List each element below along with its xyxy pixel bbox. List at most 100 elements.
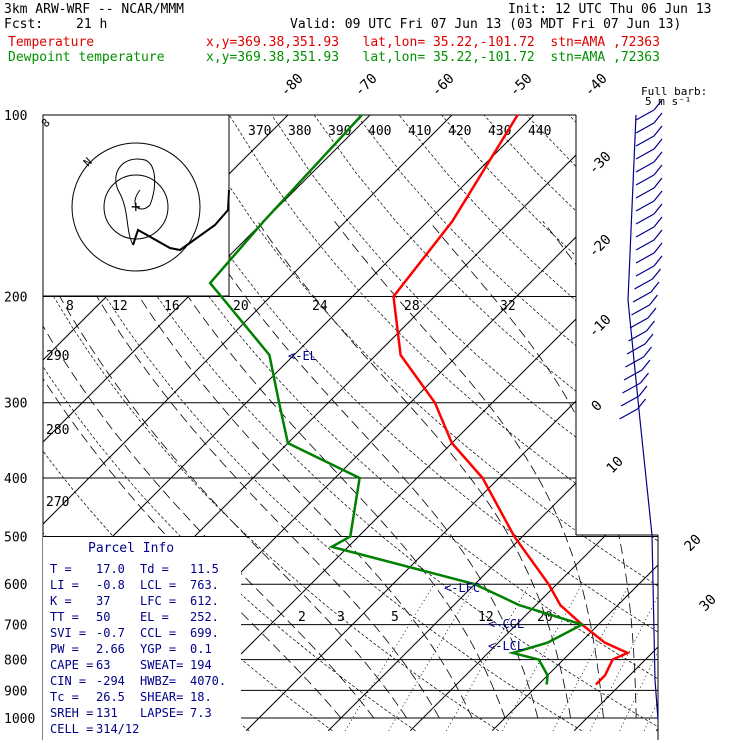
dry-adiabat-line [313, 115, 658, 732]
wind-barb [638, 385, 648, 397]
isotherm-line [0, 115, 42, 731]
isotherm-label: -80 [278, 71, 307, 100]
mixing-ratio-label: 12 [478, 610, 494, 625]
mixing-ratio-top-label: 32 [500, 299, 516, 314]
mixing-ratio-line [446, 583, 530, 731]
wind-barb-unit: 5 m s⁻¹ [645, 95, 691, 108]
wind-barb [626, 343, 646, 355]
parcel-info-value: -0.7 [96, 626, 125, 640]
level-marker-label: <-EL [288, 349, 317, 363]
parcel-info-key: Tc = [50, 690, 79, 704]
wind-barb [635, 213, 655, 225]
wind-barb [644, 333, 654, 345]
parcel-info-key: PW = [50, 642, 79, 656]
parcel-info-value: 131 [96, 706, 118, 720]
wind-barb [635, 187, 655, 199]
wind-barb [652, 268, 661, 280]
wind-barb [647, 307, 657, 319]
parcel-info-key: CCL = [140, 626, 176, 640]
mixing-ratio-top-label: 16 [164, 299, 180, 314]
mixing-ratio-label: 5 [391, 610, 399, 625]
dry-adiabat-line [229, 115, 658, 732]
wind-barb [653, 125, 663, 137]
wind-barb [619, 408, 638, 420]
wind-barb [635, 252, 655, 264]
isotherm-line [43, 115, 453, 732]
level-marker-label: <-CCL [488, 617, 524, 631]
isotherm-line [409, 115, 658, 732]
pressure-tick-label: 900 [4, 684, 27, 699]
parcel-info-key: SWEAT= [140, 658, 183, 672]
hodograph-ring [71, 142, 201, 272]
temperature-profile [392, 114, 631, 686]
theta-e-label: 440 [528, 124, 551, 139]
level-marker-label: <-LCL [488, 639, 524, 653]
init-time: Init: 12 UTC Thu 06 Jun 13 [508, 2, 712, 17]
moist-adiabat-line [257, 220, 571, 719]
isotherm-label: 10 [604, 454, 627, 477]
parcel-info-value: 194 [190, 658, 212, 672]
wind-barb [649, 294, 658, 306]
wind-barb [653, 242, 663, 254]
valid-time: Valid: 09 UTC Fri 07 Jun 13 (03 MDT Fri … [290, 17, 682, 32]
parcel-info-value: -294 [96, 674, 125, 688]
pressure-tick-label: 800 [4, 654, 27, 669]
wind-barb [653, 138, 663, 150]
wind-barb [635, 174, 655, 186]
theta-e-label: 380 [288, 124, 311, 139]
parcel-info-value: 763. [190, 578, 219, 592]
mixing-ratio-top-label: 20 [233, 299, 249, 314]
parcel-info-value: -0.8 [96, 578, 125, 592]
parcel-info-key: LFC = [140, 594, 176, 608]
wind-staff [627, 114, 659, 721]
wind-barb [653, 151, 663, 163]
mixing-ratio-label: 2 [298, 610, 306, 625]
wind-barb-legend: Full barb: [641, 85, 707, 98]
wind-barb [653, 203, 663, 215]
wind-barb [653, 229, 663, 241]
hodograph-center: + [131, 197, 141, 216]
parcel-info-value: 4070. [190, 674, 226, 688]
forecast-label: Fcst: [4, 17, 44, 32]
wind-barb [653, 190, 663, 202]
pressure-tick-label: 1000 [4, 712, 35, 727]
wind-barb [653, 112, 663, 124]
wind-barb [622, 382, 641, 394]
parcel-info-key: LCL = [140, 578, 176, 592]
parcel-info-value: 252. [190, 610, 219, 624]
wind-barb [635, 161, 655, 173]
dry-adiabat-line [653, 115, 658, 732]
wind-barb [632, 291, 652, 303]
dry-adiabat-line [356, 115, 658, 732]
wind-barb [641, 359, 651, 371]
parcel-info-value: 0.1 [190, 642, 212, 656]
moist-adiabat-line [56, 221, 440, 719]
moist-adiabat-line [140, 221, 506, 719]
wind-barb [653, 255, 663, 267]
hodograph-trace [132, 189, 230, 252]
pressure-tick-label: 500 [4, 530, 27, 545]
parcel-info-value: 18. [190, 690, 212, 704]
pressure-tick-label: 400 [4, 472, 27, 487]
wind-barb [635, 226, 655, 238]
parcel-info-box [43, 537, 241, 740]
parcel-info-key: CAPE = [50, 658, 93, 672]
pressure-tick-label: 200 [4, 291, 27, 306]
isotherm-label: -60 [429, 71, 458, 100]
moist-adiabat-line [43, 221, 407, 719]
level-marker-label: <-LFC [444, 581, 480, 595]
isotherm-label: -70 [352, 71, 381, 100]
mixing-ratio-line [619, 584, 658, 731]
isotherm-line [43, 115, 535, 732]
parcel-info-key: TT = [50, 610, 79, 624]
dry-adiabat-line [186, 115, 658, 732]
parcel-info-key: K = [50, 594, 72, 608]
theta-label: 290 [46, 349, 69, 364]
dry-adiabat-line [101, 115, 658, 732]
wind-barb [635, 109, 655, 121]
wind-barb [640, 372, 649, 384]
wind-barb [620, 395, 640, 407]
parcel-info-value: 314/12 [96, 722, 139, 736]
wind-barb [653, 216, 663, 228]
